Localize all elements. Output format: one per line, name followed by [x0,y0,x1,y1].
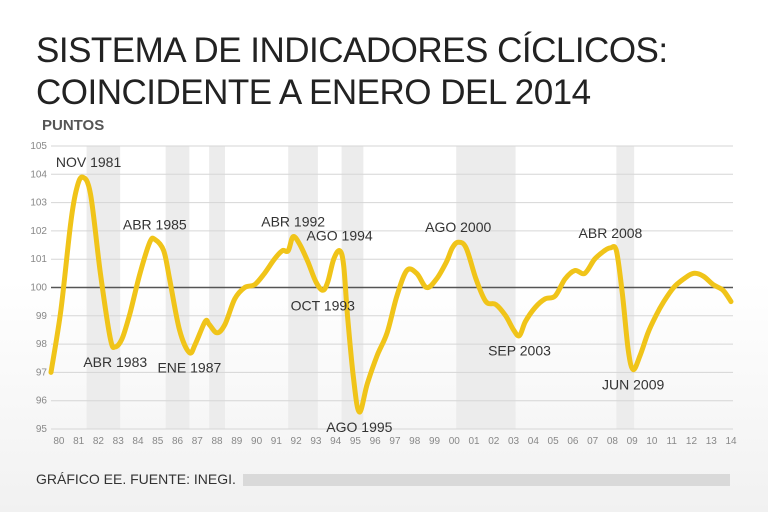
x-tick-label-91: 91 [271,436,283,447]
x-tick-label-00: 00 [449,436,461,447]
source-bar [243,474,730,486]
x-tick-label-92: 92 [291,436,303,447]
x-tick-label-82: 82 [93,436,105,447]
y-tick-label-95: 95 [36,424,48,435]
x-tick-label-97: 97 [389,436,401,447]
x-tick-label-96: 96 [370,436,382,447]
x-tick-label-94: 94 [330,436,342,447]
x-tick-label-98: 98 [409,436,421,447]
x-tick-label-03: 03 [508,436,520,447]
x-tick-label-05: 05 [548,436,560,447]
y-tick-label-96: 96 [36,396,48,407]
y-tick-label-99: 99 [36,311,48,322]
x-tick-label-84: 84 [132,436,144,447]
x-tick-label-83: 83 [113,436,125,447]
x-tick-label-02: 02 [488,436,500,447]
annotation-abr-2008: ABR 2008 [579,225,643,241]
y-tick-label-98: 98 [36,339,48,350]
annotation-ago-1994: AGO 1994 [307,228,373,244]
x-tick-label-88: 88 [211,436,223,447]
x-tick-label-13: 13 [706,436,718,447]
chart-title-line2: COINCIDENTE A ENERO DEL 2014 [36,73,591,112]
annotation-jun-2009: JUN 2009 [602,377,664,393]
x-tick-label-11: 11 [667,436,678,447]
x-tick-label-93: 93 [310,436,322,447]
y-tick-label-102: 102 [30,226,47,237]
x-tick-label-86: 86 [172,436,184,447]
chart-title-line1: SISTEMA DE INDICADORES CÍCLICOS: [36,31,668,70]
chart-title: SISTEMA DE INDICADORES CÍCLICOS: COINCID… [36,30,668,114]
x-tick-label-90: 90 [251,436,263,447]
x-tick-label-09: 09 [627,436,639,447]
x-tick-label-85: 85 [152,436,164,447]
x-tick-label-14: 14 [725,436,737,447]
x-tick-label-10: 10 [646,436,658,447]
annotation-oct-1993: OCT 1993 [291,297,356,313]
annotation-abr-1992: ABR 1992 [261,214,325,230]
annotation-nov-1981: NOV 1981 [56,154,122,170]
x-tick-label-08: 08 [607,436,619,447]
x-tick-label-89: 89 [231,436,243,447]
annotation-ago-1995: AGO 1995 [326,419,392,435]
annotation-sep-2003: SEP 2003 [488,343,551,359]
x-tick-label-06: 06 [567,436,579,447]
annotation-ene-1987: ENE 1987 [157,360,221,376]
y-tick-label-103: 103 [30,198,47,209]
y-tick-label-105: 105 [30,141,47,152]
y-tick-label-101: 101 [30,254,47,265]
y-tick-label-104: 104 [30,169,47,180]
annotation-abr-1985: ABR 1985 [123,216,187,232]
y-tick-label-100: 100 [30,283,47,294]
annotation-ago-2000: AGO 2000 [425,219,491,235]
x-tick-label-87: 87 [192,436,204,447]
source-note: GRÁFICO EE. FUENTE: INEGI. [36,471,236,487]
x-tick-label-04: 04 [528,436,540,447]
x-tick-label-12: 12 [686,436,698,447]
x-tick-label-07: 07 [587,436,599,447]
x-tick-label-80: 80 [53,436,65,447]
series-line-0 [48,174,734,415]
x-tick-label-01: 01 [468,436,480,447]
y-tick-label-97: 97 [36,367,48,378]
annotation-abr-1983: ABR 1983 [83,354,147,370]
x-tick-label-95: 95 [350,436,362,447]
y-axis-label: PUNTOS [42,117,105,134]
x-tick-label-81: 81 [73,436,85,447]
x-tick-label-99: 99 [429,436,441,447]
